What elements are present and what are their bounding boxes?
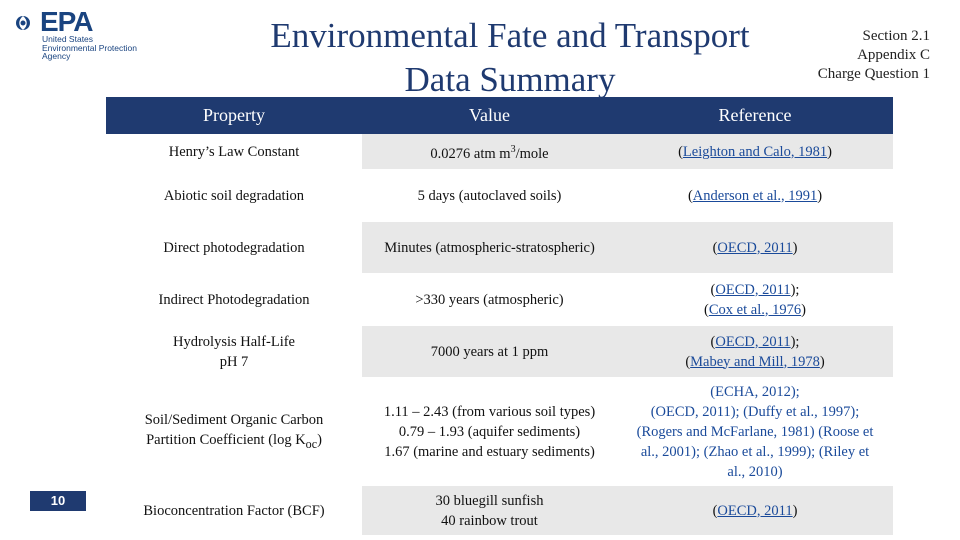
property-cell: Abiotic soil degradation — [106, 169, 362, 222]
table-row: Bioconcentration Factor (BCF) 30 bluegil… — [106, 485, 893, 536]
reference-link[interactable]: Mabey and Mill, 1978 — [690, 353, 820, 370]
reference-link[interactable]: OECD, 2011 — [717, 502, 793, 519]
reference-line[interactable]: al., 2010) — [727, 463, 783, 480]
epa-logo: EPA United States Environmental Protecti… — [14, 6, 164, 60]
property-cell: Direct photodegradation — [106, 221, 362, 274]
table-row: Henry’s Law Constant 0.0276 atm m3/mole … — [106, 133, 893, 170]
epa-flower-icon — [16, 16, 30, 30]
epa-agency-name: United States Environmental Protection A… — [42, 34, 137, 61]
reference-cell: (Leighton and Calo, 1981) — [617, 133, 893, 170]
property-cell: Henry’s Law Constant — [106, 133, 362, 170]
table-row: Indirect Photodegradation >330 years (at… — [106, 273, 893, 326]
reference-cell: (Anderson et al., 1991) — [617, 169, 893, 222]
value-cell: >330 years (atmospheric) — [361, 273, 618, 326]
section-label: Section 2.1 Appendix C Charge Question 1 — [817, 28, 930, 82]
reference-link[interactable]: Cox et al., 1976 — [708, 301, 802, 318]
reference-line[interactable]: al., 2001); (Zhao et al., 1999); (Riley … — [640, 443, 870, 460]
property-cell: Soil/Sediment Organic Carbon Partition Co… — [106, 377, 362, 486]
page-number: 10 — [30, 491, 86, 511]
value-cell: 0.0276 atm m3/mole — [361, 133, 618, 170]
header-reference: Reference — [617, 97, 893, 134]
header-value: Value — [361, 97, 618, 134]
table-row: Direct photodegradation Minutes (atmosph… — [106, 221, 893, 274]
reference-link[interactable]: OECD, 2011 — [715, 333, 791, 350]
header-property: Property — [106, 97, 362, 134]
reference-cell: (OECD, 2011) — [617, 485, 893, 536]
value-cell: Minutes (atmospheric-stratospheric) — [361, 221, 618, 274]
reference-link[interactable]: OECD, 2011 — [715, 281, 791, 298]
reference-link[interactable]: Leighton and Calo, 1981 — [682, 143, 828, 160]
reference-line[interactable]: (OECD, 2011); (Duffy et al., 1997); — [650, 403, 860, 420]
table-row: Hydrolysis Half-Life pH 7 7000 years at 1… — [106, 325, 893, 378]
reference-line[interactable]: (ECHA, 2012); — [710, 383, 800, 400]
table-row: Abiotic soil degradation 5 days (autocla… — [106, 169, 893, 222]
value-cell: 1.11 – 2.43 (from various soil types) 0.7… — [361, 377, 618, 486]
reference-cell: (OECD, 2011); (Cox et al., 1976) — [617, 273, 893, 326]
reference-link[interactable]: Anderson et al., 1991 — [692, 187, 818, 204]
property-cell: Hydrolysis Half-Life pH 7 — [106, 325, 362, 378]
reference-link[interactable]: OECD, 2011 — [717, 239, 793, 256]
value-cell: 5 days (autoclaved soils) — [361, 169, 618, 222]
epa-wordmark: EPA — [40, 6, 93, 37]
data-table: Property Value Reference Henry’s Law Con… — [106, 97, 893, 536]
value-cell: 7000 years at 1 ppm — [361, 325, 618, 378]
reference-cell: (OECD, 2011) — [617, 221, 893, 274]
table-row: Soil/Sediment Organic Carbon Partition Co… — [106, 377, 893, 486]
property-cell: Indirect Photodegradation — [106, 273, 362, 326]
table-header-row: Property Value Reference — [106, 97, 893, 134]
reference-line[interactable]: (Rogers and McFarlane, 1981) (Roose et — [636, 423, 874, 440]
value-cell: 30 bluegill sunfish 40 rainbow trout — [361, 485, 618, 536]
page-title: Environmental Fate and Transport Data Su… — [270, 16, 750, 99]
property-cell: Bioconcentration Factor (BCF) — [106, 485, 362, 536]
reference-cell: (ECHA, 2012); (OECD, 2011); (Duffy et al… — [617, 377, 893, 486]
reference-cell: (OECD, 2011); (Mabey and Mill, 1978) — [617, 325, 893, 378]
